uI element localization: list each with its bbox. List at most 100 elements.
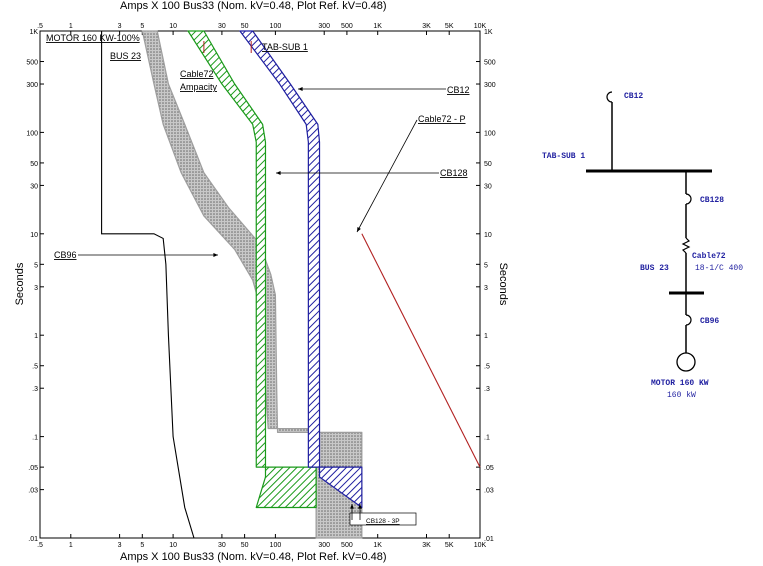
cable72-p-leader-head — [357, 227, 361, 232]
cb128-3p-label: CB128 - 3P — [366, 518, 400, 525]
y-tick-label-left: 3 — [34, 285, 38, 292]
motor-label: MOTOR 160 KW — [651, 379, 709, 388]
curve-lines — [101, 31, 481, 539]
cb12-band — [239, 30, 363, 509]
top-x-axis-title: Amps X 100 Bus33 (Nom. kV=0.48, Plot Ref… — [120, 0, 387, 12]
cable72-p-label-plot: Cable72 - P — [418, 114, 466, 124]
x-tick-label-top: 3K — [422, 23, 431, 30]
x-tick-label-top: 30 — [218, 23, 226, 30]
x-tick-label-top: 1 — [69, 23, 73, 30]
y-tick-label-left: .05 — [28, 465, 38, 472]
y-tick-label-right: .01 — [484, 536, 494, 543]
y-tick-label-left: .01 — [28, 536, 38, 543]
x-axis: .5 .5 1 1 3 3 5 5 10 10 30 30 50 50 100 100 300 300 500 500… — [37, 23, 486, 549]
cable72-spec: 18-1/C 400 — [695, 264, 743, 273]
x-tick-label-bottom: 1K — [373, 542, 382, 549]
x-tick-label-top: 50 — [241, 23, 249, 30]
x-tick-label-top: 5K — [445, 23, 454, 30]
cable72-impedance-icon — [681, 237, 691, 254]
cb96-label: CB96 — [700, 317, 719, 326]
y-tick-label-right: 50 — [484, 161, 492, 168]
x-tick-label-bottom: 30 — [218, 542, 226, 549]
x-tick-label-top: 10K — [474, 23, 487, 30]
cb12-label: CB12 — [624, 92, 643, 101]
y-tick-label-left: 1K — [29, 29, 38, 36]
cable72-label: Cable72 — [692, 252, 726, 261]
x-tick-label-bottom: 5K — [445, 542, 454, 549]
cb128-breaker-icon — [685, 193, 692, 205]
y-tick-label-left: 100 — [26, 130, 38, 137]
y-tick-label-right: 1 — [484, 333, 488, 340]
y-tick-label-left: 500 — [26, 60, 38, 67]
cb96-breaker-icon — [685, 314, 692, 326]
motor-icon — [676, 352, 696, 372]
motor-160kw-label: MOTOR 160 KW-100% — [46, 33, 140, 43]
bus-23-label: BUS 23 — [640, 264, 669, 273]
cb128-3p-box — [349, 512, 417, 526]
y-tick-label-right: 30 — [484, 183, 492, 190]
x-tick-label-bottom: 300 — [318, 542, 330, 549]
y-tick-label-left: 5 — [34, 262, 38, 269]
x-tick-label-bottom: 3K — [422, 542, 431, 549]
bottom-x-axis-title: Amps X 100 Bus33 (Nom. kV=0.48, Plot Ref… — [120, 551, 387, 563]
y-tick-label-left: .1 — [32, 435, 38, 442]
cb128-3p-leader-b-head — [358, 504, 362, 509]
cb12-label-plot: CB12 — [447, 85, 470, 95]
cb128-label-plot: CB128 — [440, 168, 468, 178]
y-tick-label-left: 50 — [30, 161, 38, 168]
y-tick-label-left: .5 — [32, 364, 38, 371]
x-tick-label-top: 500 — [341, 23, 353, 30]
y-tick-label-right: .5 — [484, 364, 490, 371]
x-tick-label-top: .5 — [37, 23, 43, 30]
cb96-leader-head — [213, 253, 218, 257]
x-tick-label-top: 10 — [169, 23, 177, 30]
tab-sub-1-label-plot: TAB-SUB 1 — [262, 42, 308, 52]
motor-160-kw-100--curve — [101, 31, 195, 539]
x-tick-label-bottom: 500 — [341, 542, 353, 549]
y-tick-label-left: 10 — [30, 232, 38, 239]
plot-frame — [39, 30, 481, 539]
y-tick-label-left: 300 — [26, 82, 38, 89]
y-tick-label-left: .3 — [32, 386, 38, 393]
y-tick-label-right: 500 — [484, 60, 496, 67]
cable72-ampacity-band — [187, 30, 317, 509]
y-tick-label-right: .3 — [484, 386, 490, 393]
cb96-band — [141, 30, 363, 539]
x-tick-label-bottom: 100 — [270, 542, 282, 549]
y-axis: 1K 1K 500 500 300 300 100 100 50 50 30 30 10 10 5 5 3 3 1 1… — [26, 29, 495, 543]
cb12-leader-head — [298, 87, 303, 91]
x-tick-label-bottom: 10 — [169, 542, 177, 549]
bus-23-label-plot: BUS 23 — [110, 51, 141, 61]
y-tick-label-right: 10 — [484, 232, 492, 239]
y-tick-label-left: 30 — [30, 183, 38, 190]
tab-sub-1-label: TAB-SUB 1 — [542, 152, 585, 161]
y-tick-label-right: 3 — [484, 285, 488, 292]
motor-rating: 160 kW — [667, 391, 696, 400]
x-tick-label-bottom: .5 — [37, 542, 43, 549]
y-tick-label-right: 300 — [484, 82, 496, 89]
curve-bands — [141, 30, 363, 539]
x-tick-label-bottom: 5 — [140, 542, 144, 549]
y-tick-label-right: 5 — [484, 262, 488, 269]
annotations: MOTOR 160 KW-100% BUS 23 Cable72 Ampacity TA… — [46, 33, 470, 526]
y-tick-label-right: .05 — [484, 465, 494, 472]
y-tick-label-right: 100 — [484, 130, 496, 137]
cb12-breaker-icon — [606, 91, 613, 103]
x-tick-label-top: 5 — [140, 23, 144, 30]
cable72-p-leader — [356, 119, 418, 233]
x-tick-label-top: 300 — [318, 23, 330, 30]
x-tick-label-top: 3 — [118, 23, 122, 30]
x-tick-label-top: 1K — [373, 23, 382, 30]
y-tick-label-right: .03 — [484, 488, 494, 495]
cable72-p-curve — [361, 233, 481, 468]
y-tick-label-right: 1K — [484, 29, 493, 36]
cb96-label-plot: CB96 — [54, 250, 77, 260]
y-tick-label-left: 1 — [34, 333, 38, 340]
cb128-3p-leader-a-head — [350, 504, 354, 509]
x-tick-label-bottom: 50 — [241, 542, 249, 549]
cb128-label: CB128 — [700, 196, 724, 205]
cb128-leader-head — [276, 171, 281, 175]
x-tick-label-bottom: 3 — [118, 542, 122, 549]
